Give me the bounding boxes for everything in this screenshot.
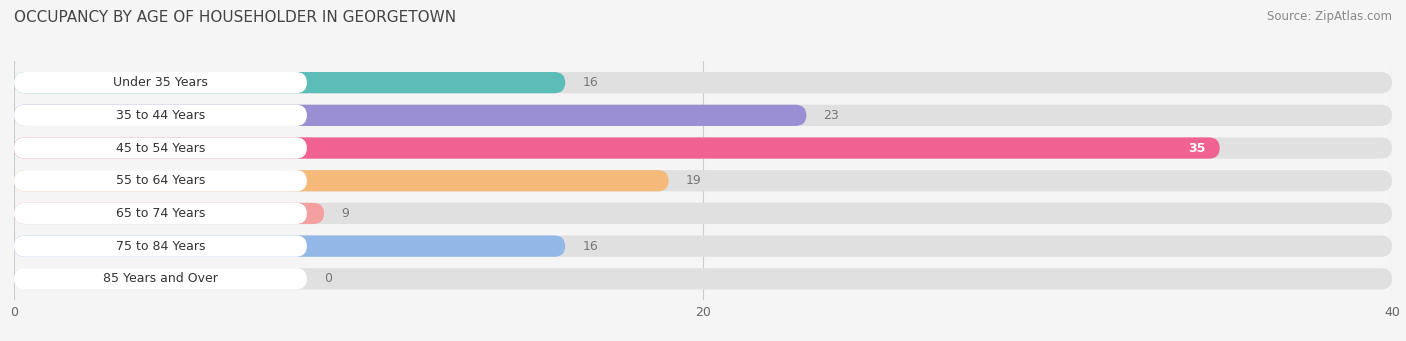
- Text: OCCUPANCY BY AGE OF HOUSEHOLDER IN GEORGETOWN: OCCUPANCY BY AGE OF HOUSEHOLDER IN GEORG…: [14, 10, 456, 25]
- FancyBboxPatch shape: [14, 203, 325, 224]
- FancyBboxPatch shape: [14, 236, 1392, 257]
- FancyBboxPatch shape: [14, 268, 307, 290]
- FancyBboxPatch shape: [14, 203, 1392, 224]
- FancyBboxPatch shape: [14, 236, 307, 257]
- FancyBboxPatch shape: [14, 137, 1392, 159]
- FancyBboxPatch shape: [14, 170, 307, 191]
- Text: 16: 16: [582, 240, 598, 253]
- FancyBboxPatch shape: [14, 268, 1392, 290]
- FancyBboxPatch shape: [14, 105, 307, 126]
- Text: 85 Years and Over: 85 Years and Over: [103, 272, 218, 285]
- FancyBboxPatch shape: [14, 105, 1392, 126]
- Text: Source: ZipAtlas.com: Source: ZipAtlas.com: [1267, 10, 1392, 23]
- Text: 19: 19: [686, 174, 702, 187]
- Text: 75 to 84 Years: 75 to 84 Years: [115, 240, 205, 253]
- Text: 45 to 54 Years: 45 to 54 Years: [115, 142, 205, 154]
- FancyBboxPatch shape: [14, 72, 565, 93]
- Text: 9: 9: [342, 207, 349, 220]
- FancyBboxPatch shape: [14, 72, 1392, 93]
- FancyBboxPatch shape: [14, 170, 669, 191]
- FancyBboxPatch shape: [14, 137, 307, 159]
- Text: 65 to 74 Years: 65 to 74 Years: [115, 207, 205, 220]
- Text: 55 to 64 Years: 55 to 64 Years: [115, 174, 205, 187]
- Text: 35: 35: [1188, 142, 1206, 154]
- Text: 16: 16: [582, 76, 598, 89]
- FancyBboxPatch shape: [14, 137, 1219, 159]
- FancyBboxPatch shape: [14, 236, 565, 257]
- FancyBboxPatch shape: [14, 72, 307, 93]
- FancyBboxPatch shape: [14, 105, 807, 126]
- Text: 0: 0: [325, 272, 332, 285]
- FancyBboxPatch shape: [14, 203, 307, 224]
- Text: 23: 23: [824, 109, 839, 122]
- FancyBboxPatch shape: [14, 170, 1392, 191]
- Text: 35 to 44 Years: 35 to 44 Years: [115, 109, 205, 122]
- Text: Under 35 Years: Under 35 Years: [112, 76, 208, 89]
